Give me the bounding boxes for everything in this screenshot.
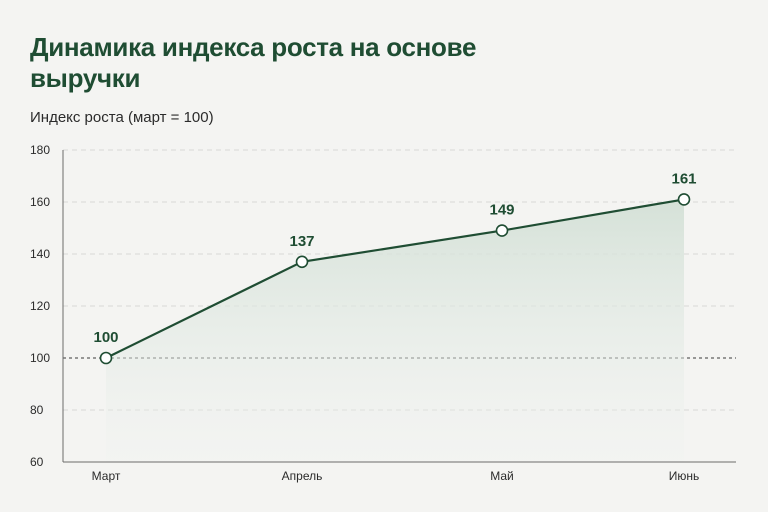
- x-tick-label: Март: [92, 469, 121, 483]
- y-tick-label: 160: [30, 195, 50, 209]
- data-labels: 100 137 149 161: [93, 170, 696, 346]
- x-tick-label: Май: [490, 469, 514, 483]
- y-tick-label: 100: [30, 351, 50, 365]
- chart-title: Динамика индекса роста на основе выручки: [30, 32, 477, 93]
- series-line: [105, 198, 685, 359]
- y-tick-label: 180: [30, 143, 50, 157]
- y-tick-labels: 60 80 100 120 140 160 180: [30, 143, 50, 469]
- y-tick-label: 80: [30, 403, 44, 417]
- data-point: [99, 351, 113, 365]
- series-line-group: [105, 198, 685, 359]
- data-label: 149: [489, 202, 514, 219]
- x-tick-labels: Март Апрель Май Июнь: [92, 469, 700, 483]
- data-label: 100: [93, 329, 118, 346]
- x-tick-label: Апрель: [282, 469, 323, 483]
- area-fill: [106, 199, 684, 462]
- y-tick-label: 60: [30, 455, 44, 469]
- axes: [62, 150, 736, 463]
- x-tick-label: Июнь: [669, 469, 700, 483]
- area-fill-group: [106, 199, 684, 462]
- y-tick-label: 140: [30, 247, 50, 261]
- data-point: [677, 193, 691, 206]
- data-points: [99, 193, 691, 365]
- data-label: 137: [289, 233, 314, 250]
- y-axis-label: Индекс роста (март = 100): [30, 109, 214, 126]
- data-point: [495, 224, 509, 237]
- data-point: [295, 255, 309, 269]
- y-tick-label: 120: [30, 299, 50, 313]
- data-label: 161: [671, 170, 696, 187]
